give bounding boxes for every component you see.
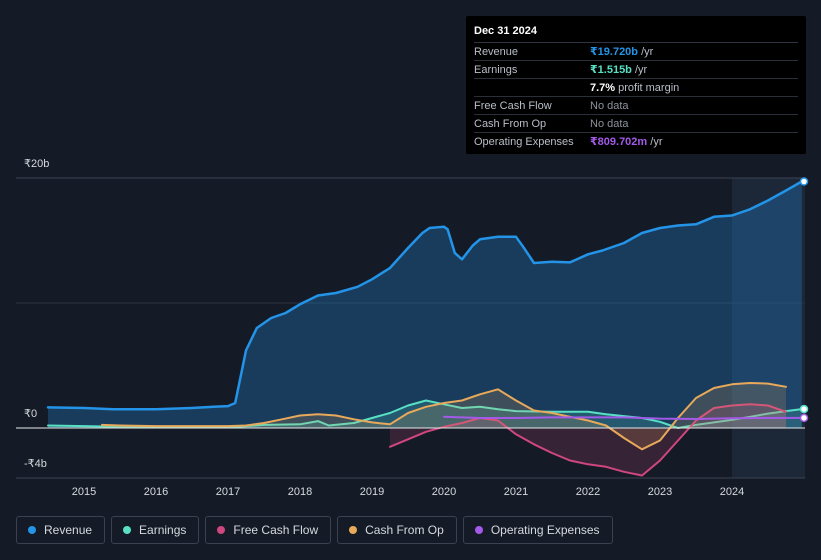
tooltip-row-figure: ₹1.515b	[590, 64, 632, 76]
legend-dot-icon	[474, 526, 483, 534]
cash-from-op-line	[101, 382, 787, 451]
x-tick-label: 2017	[216, 486, 240, 498]
tooltip-row-label: Cash From Op	[474, 118, 547, 130]
legend-label: Cash From Op	[365, 523, 444, 537]
legend-dot-icon	[123, 526, 132, 534]
tooltip-row-figure: ₹809.702m	[590, 136, 648, 148]
tooltip-row-suffix: /yr	[638, 46, 654, 58]
legend-item-cash-from-op[interactable]: Cash From Op	[337, 516, 457, 544]
legend-label: Operating Expenses	[490, 523, 600, 537]
legend-dot-icon	[28, 526, 36, 534]
tooltip-row-label: Free Cash Flow	[474, 100, 552, 112]
legend-item-revenue[interactable]: Revenue	[16, 516, 106, 544]
y-tick-label: -₹4b	[24, 458, 47, 470]
x-tick-label: 2018	[288, 486, 312, 498]
x-tick-label: 2024	[720, 486, 744, 498]
tooltip-row: 7.7% profit margin	[474, 79, 798, 97]
revenue-area	[48, 181, 802, 428]
legend-label: Earnings	[139, 523, 187, 537]
tooltip-row-value: 7.7% profit margin	[590, 80, 679, 96]
x-tick-label: 2020	[432, 486, 456, 498]
chart-legend: Revenue Earnings Free Cash Flow Cash From O…	[16, 516, 613, 544]
legend-item-operating-expenses[interactable]: Operating Expenses	[462, 516, 613, 544]
tooltip-row-suffix: /yr	[647, 136, 663, 148]
tooltip-row-value: No data	[590, 118, 629, 130]
x-tick-label: 2021	[504, 486, 528, 498]
free-cash-flow-line	[389, 403, 787, 477]
tooltip-row: Earnings ₹1.515b /yr	[474, 61, 798, 79]
tooltip-row-value: ₹809.702m /yr	[590, 134, 662, 150]
x-tick-label: 2022	[576, 486, 600, 498]
tooltip-row: Revenue ₹19.720b /yr	[474, 43, 798, 61]
tooltip-row-value: ₹19.720b /yr	[590, 44, 653, 60]
tooltip-row-label: Earnings	[474, 64, 518, 76]
tooltip-row: Free Cash Flow No data	[474, 97, 798, 115]
tooltip-row-value: ₹1.515b /yr	[590, 62, 647, 78]
earnings-end-marker	[799, 404, 809, 414]
tooltip-row-label: Operating Expenses	[474, 136, 574, 148]
operating-expenses-line	[443, 415, 803, 420]
x-tick-label: 2016	[144, 486, 168, 498]
tooltip-row: Cash From Op No data	[474, 115, 798, 133]
legend-dot-icon	[217, 526, 226, 534]
tooltip-row-figure: 7.7%	[590, 82, 616, 94]
x-tick-label: 2015	[72, 486, 96, 498]
tooltip-date: Dec 31 2024	[474, 24, 798, 43]
tooltip-row-suffix: /yr	[631, 64, 648, 76]
x-tick-label: 2023	[648, 486, 672, 498]
y-tick-label: ₹20b	[24, 158, 49, 170]
operating-expenses-end-marker	[799, 413, 809, 423]
y-tick-label: ₹0	[24, 408, 37, 420]
earnings-area	[48, 400, 802, 428]
tooltip-row-figure: ₹19.720b	[590, 46, 639, 58]
tooltip-row: Operating Expenses ₹809.702m /yr	[474, 133, 798, 150]
tooltip-row-label: Revenue	[474, 46, 519, 58]
legend-label: Free Cash Flow	[233, 523, 319, 537]
revenue-end-marker	[799, 177, 809, 186]
legend-item-earnings[interactable]: Earnings	[111, 516, 200, 544]
tooltip-row-suffix: profit margin	[615, 82, 680, 94]
legend-item-free-cash-flow[interactable]: Free Cash Flow	[205, 516, 332, 544]
tooltip-row-value: No data	[590, 100, 629, 112]
legend-dot-icon	[349, 526, 358, 534]
free-cash-flow-area	[390, 404, 786, 476]
revenue-line	[46, 180, 804, 411]
tooltip-row-label	[474, 80, 590, 96]
legend-label: Revenue	[44, 523, 93, 537]
x-tick-label: 2019	[360, 486, 384, 498]
data-tooltip: Dec 31 2024 Revenue ₹19.720b /yr Earnings ₹…	[466, 16, 806, 154]
